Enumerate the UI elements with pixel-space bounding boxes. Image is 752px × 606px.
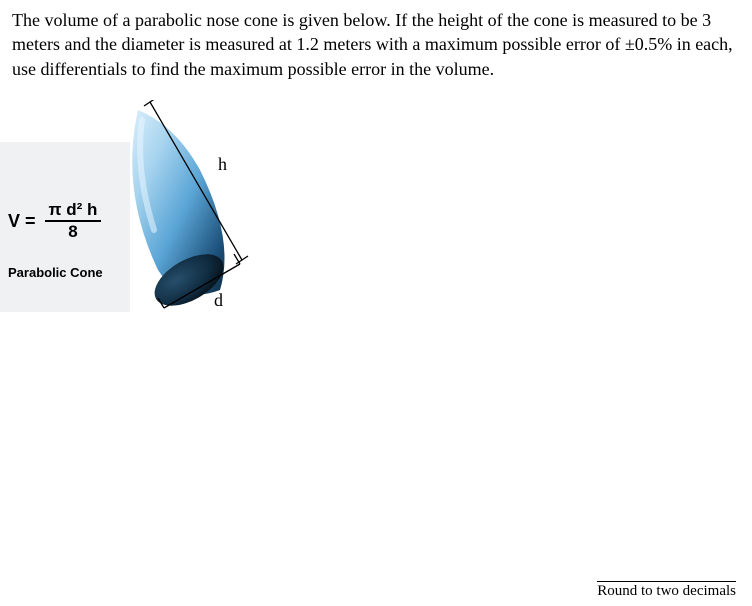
parabolic-cone-icon: h d bbox=[90, 100, 280, 330]
volume-formula: V = π d² h 8 bbox=[8, 200, 101, 242]
figure-caption: Parabolic Cone bbox=[8, 265, 103, 280]
rounding-instruction: Round to two decimals bbox=[597, 581, 736, 600]
formula-lhs: V = bbox=[8, 211, 36, 232]
height-label: h bbox=[218, 154, 227, 174]
figure-region: V = π d² h 8 Parabolic Cone bbox=[0, 100, 270, 330]
diameter-label: d bbox=[214, 290, 223, 310]
problem-statement: The volume of a parabolic nose cone is g… bbox=[0, 0, 752, 81]
